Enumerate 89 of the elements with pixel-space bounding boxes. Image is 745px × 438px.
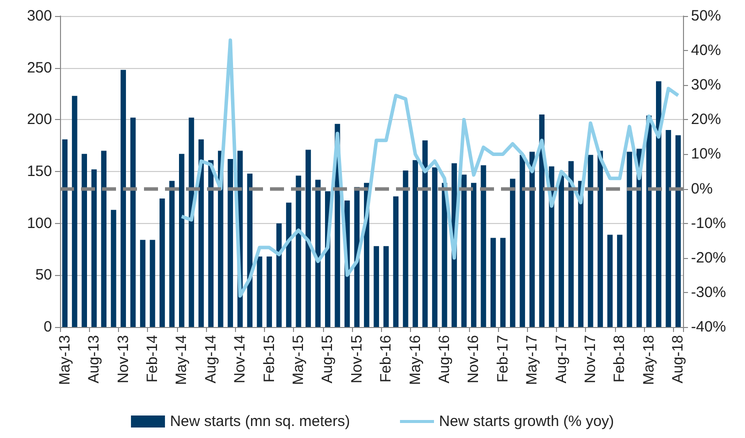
x-tick-label: May-15 [290,335,307,386]
y-tick-label: 300 [26,8,52,24]
x-tick-label: Aug-13 [86,335,103,384]
bar [471,182,476,327]
bar [402,170,408,327]
bar [598,150,603,327]
y-tick-label: 50 [35,266,52,284]
bar [286,202,292,327]
y2-tick-label: 0% [691,180,713,198]
x-tick-label: Nov-14 [232,335,249,384]
x-tick-label: Feb-18 [611,335,628,383]
bar [306,150,311,327]
bar [617,234,622,327]
bar [412,160,418,327]
bar [82,154,88,327]
bar [432,167,438,327]
y2-tick-label: -30% [691,284,726,301]
bar [140,240,146,327]
x-tick-label: Aug-15 [319,335,336,384]
x-tick-label: Aug-16 [436,335,454,384]
x-tick-label: Nov-15 [348,335,366,384]
line-series [180,38,680,298]
bar [198,139,204,327]
bar [101,150,106,327]
bar [480,165,486,327]
bar [188,118,194,327]
bar [266,256,272,327]
bar [179,154,184,327]
bar [510,178,516,327]
x-tick-label: May-16 [406,335,424,386]
y2-tick-label: 20% [691,111,722,128]
bar [626,152,632,327]
bar [529,152,535,327]
x-tick-label: Feb-15 [260,335,278,383]
y-tick-label: 250 [26,59,52,76]
bar [120,70,126,327]
x-tick-label: Aug-14 [202,335,220,384]
x-tick-label: May-17 [524,335,541,386]
y-tick-label: 100 [26,214,52,232]
x-tick-label: May-18 [640,335,658,386]
y2-tick-label: 10% [691,146,722,163]
bar [490,238,496,327]
bar [607,234,613,327]
bar [383,246,389,327]
bar [110,210,116,327]
x-tick-label: Aug-17 [552,335,570,384]
x-tick-label: Aug-18 [670,335,687,384]
x-tick-label: Nov-13 [114,335,132,384]
bar [169,180,175,327]
y2-tick-label: 30% [691,76,722,94]
bar [208,160,214,327]
legend-label: New starts (mn sq. meters) [170,413,350,430]
bar [247,174,252,327]
bar [461,174,467,327]
y2-tick-label: 40% [691,42,722,60]
bar [130,118,136,327]
bar [150,240,156,327]
bar [578,180,584,327]
x-tick-label: Feb-17 [494,335,512,383]
x-tick-label: Feb-16 [378,335,395,383]
bar [374,246,380,327]
bar [588,154,594,327]
bar [520,154,526,327]
bar [91,169,97,327]
y2-tick-label: -40% [691,318,726,336]
bar [393,196,399,327]
bar [558,174,564,327]
y-tick-label: 200 [26,111,52,128]
y2-tick-label: -20% [691,249,726,266]
x-tick-label: May-14 [173,335,190,386]
bar [666,130,672,327]
legend-label: New starts growth (% yoy) [438,413,614,430]
y-tick-label: 0 [44,318,52,336]
bar [500,238,506,327]
y2-tick-label: 50% [691,8,722,24]
y-tick-label: 150 [26,163,52,180]
bar [62,139,68,327]
bar [228,159,234,327]
bar [256,256,262,327]
x-tick-label: Feb-14 [144,335,161,383]
y2-tick-label: -10% [691,214,726,232]
bar [539,114,545,327]
x-tick-label: May-13 [56,335,74,386]
bar [160,198,165,327]
x-tick-label: Nov-17 [582,335,600,384]
bar [675,135,681,327]
bar [656,81,662,327]
bar [72,96,78,327]
x-tick-label: Nov-16 [465,335,482,384]
